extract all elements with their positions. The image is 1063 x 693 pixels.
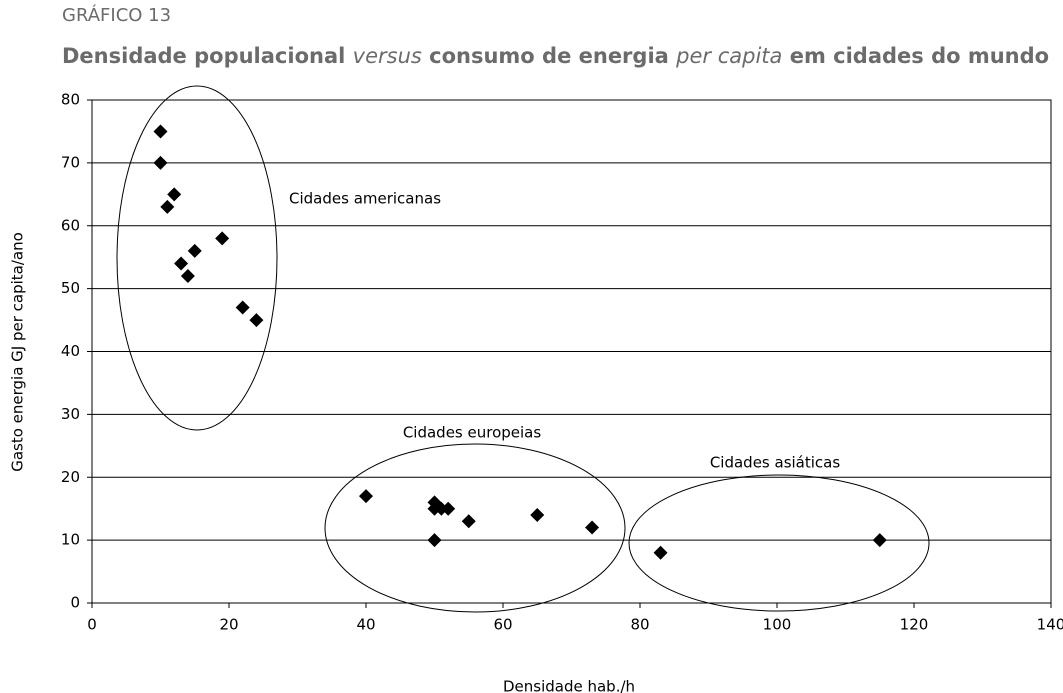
y-tick-label: 60 bbox=[61, 216, 80, 234]
data-point bbox=[153, 155, 168, 170]
x-tick-label: 140 bbox=[1037, 616, 1063, 634]
data-point bbox=[359, 489, 373, 504]
title-segment: Densidade populacional bbox=[62, 44, 345, 68]
y-tick-label: 20 bbox=[61, 468, 80, 486]
x-tick-label: 80 bbox=[630, 616, 649, 634]
annotation: Cidades europeias bbox=[403, 424, 542, 442]
data-point bbox=[215, 231, 230, 246]
y-tick-label: 40 bbox=[61, 342, 80, 360]
chart-supertitle: GRÁFICO 13 bbox=[62, 4, 171, 26]
data-point bbox=[174, 256, 189, 271]
data-point bbox=[187, 243, 202, 258]
x-tick-label: 40 bbox=[356, 616, 375, 634]
x-tick-label: 60 bbox=[493, 616, 512, 634]
x-tick-label: 100 bbox=[763, 616, 792, 634]
data-point bbox=[441, 501, 456, 516]
title-segment: versus bbox=[353, 44, 422, 68]
y-tick-label: 10 bbox=[61, 531, 80, 549]
title-segment: per capita bbox=[675, 44, 782, 68]
data-point bbox=[167, 187, 182, 202]
title-segment: consumo de energia bbox=[429, 44, 669, 68]
data-point bbox=[461, 514, 476, 529]
annotation: Cidades asiáticas bbox=[710, 454, 841, 472]
x-tick-label: 20 bbox=[219, 616, 238, 634]
data-point bbox=[235, 300, 250, 315]
data-point bbox=[653, 545, 668, 560]
y-tick-label: 50 bbox=[61, 279, 80, 297]
data-point bbox=[530, 507, 545, 522]
data-point bbox=[153, 124, 168, 139]
chart-title: Densidade populacional versus consumo de… bbox=[62, 44, 1049, 68]
data-point bbox=[427, 533, 442, 548]
data-point bbox=[249, 313, 264, 328]
y-tick-label: 0 bbox=[70, 594, 80, 612]
group-ellipse bbox=[324, 443, 626, 613]
x-axis-label: Densidade hab./h bbox=[503, 678, 635, 693]
title-segment: em cidades do mundo bbox=[790, 44, 1049, 68]
data-point bbox=[585, 520, 600, 535]
y-tick-label: 70 bbox=[61, 153, 80, 171]
group-ellipse bbox=[628, 474, 930, 612]
y-tick-label: 30 bbox=[61, 405, 80, 423]
group-ellipse bbox=[116, 85, 278, 431]
data-point bbox=[160, 199, 175, 214]
y-axis-label: Gasto energia GJ per capita/ano bbox=[9, 232, 27, 472]
y-tick-label: 80 bbox=[61, 91, 80, 109]
data-point bbox=[872, 533, 887, 548]
annotation: Cidades americanas bbox=[289, 190, 441, 208]
x-tick-label: 0 bbox=[87, 616, 97, 634]
data-point bbox=[180, 269, 195, 284]
x-tick-label: 120 bbox=[900, 616, 929, 634]
